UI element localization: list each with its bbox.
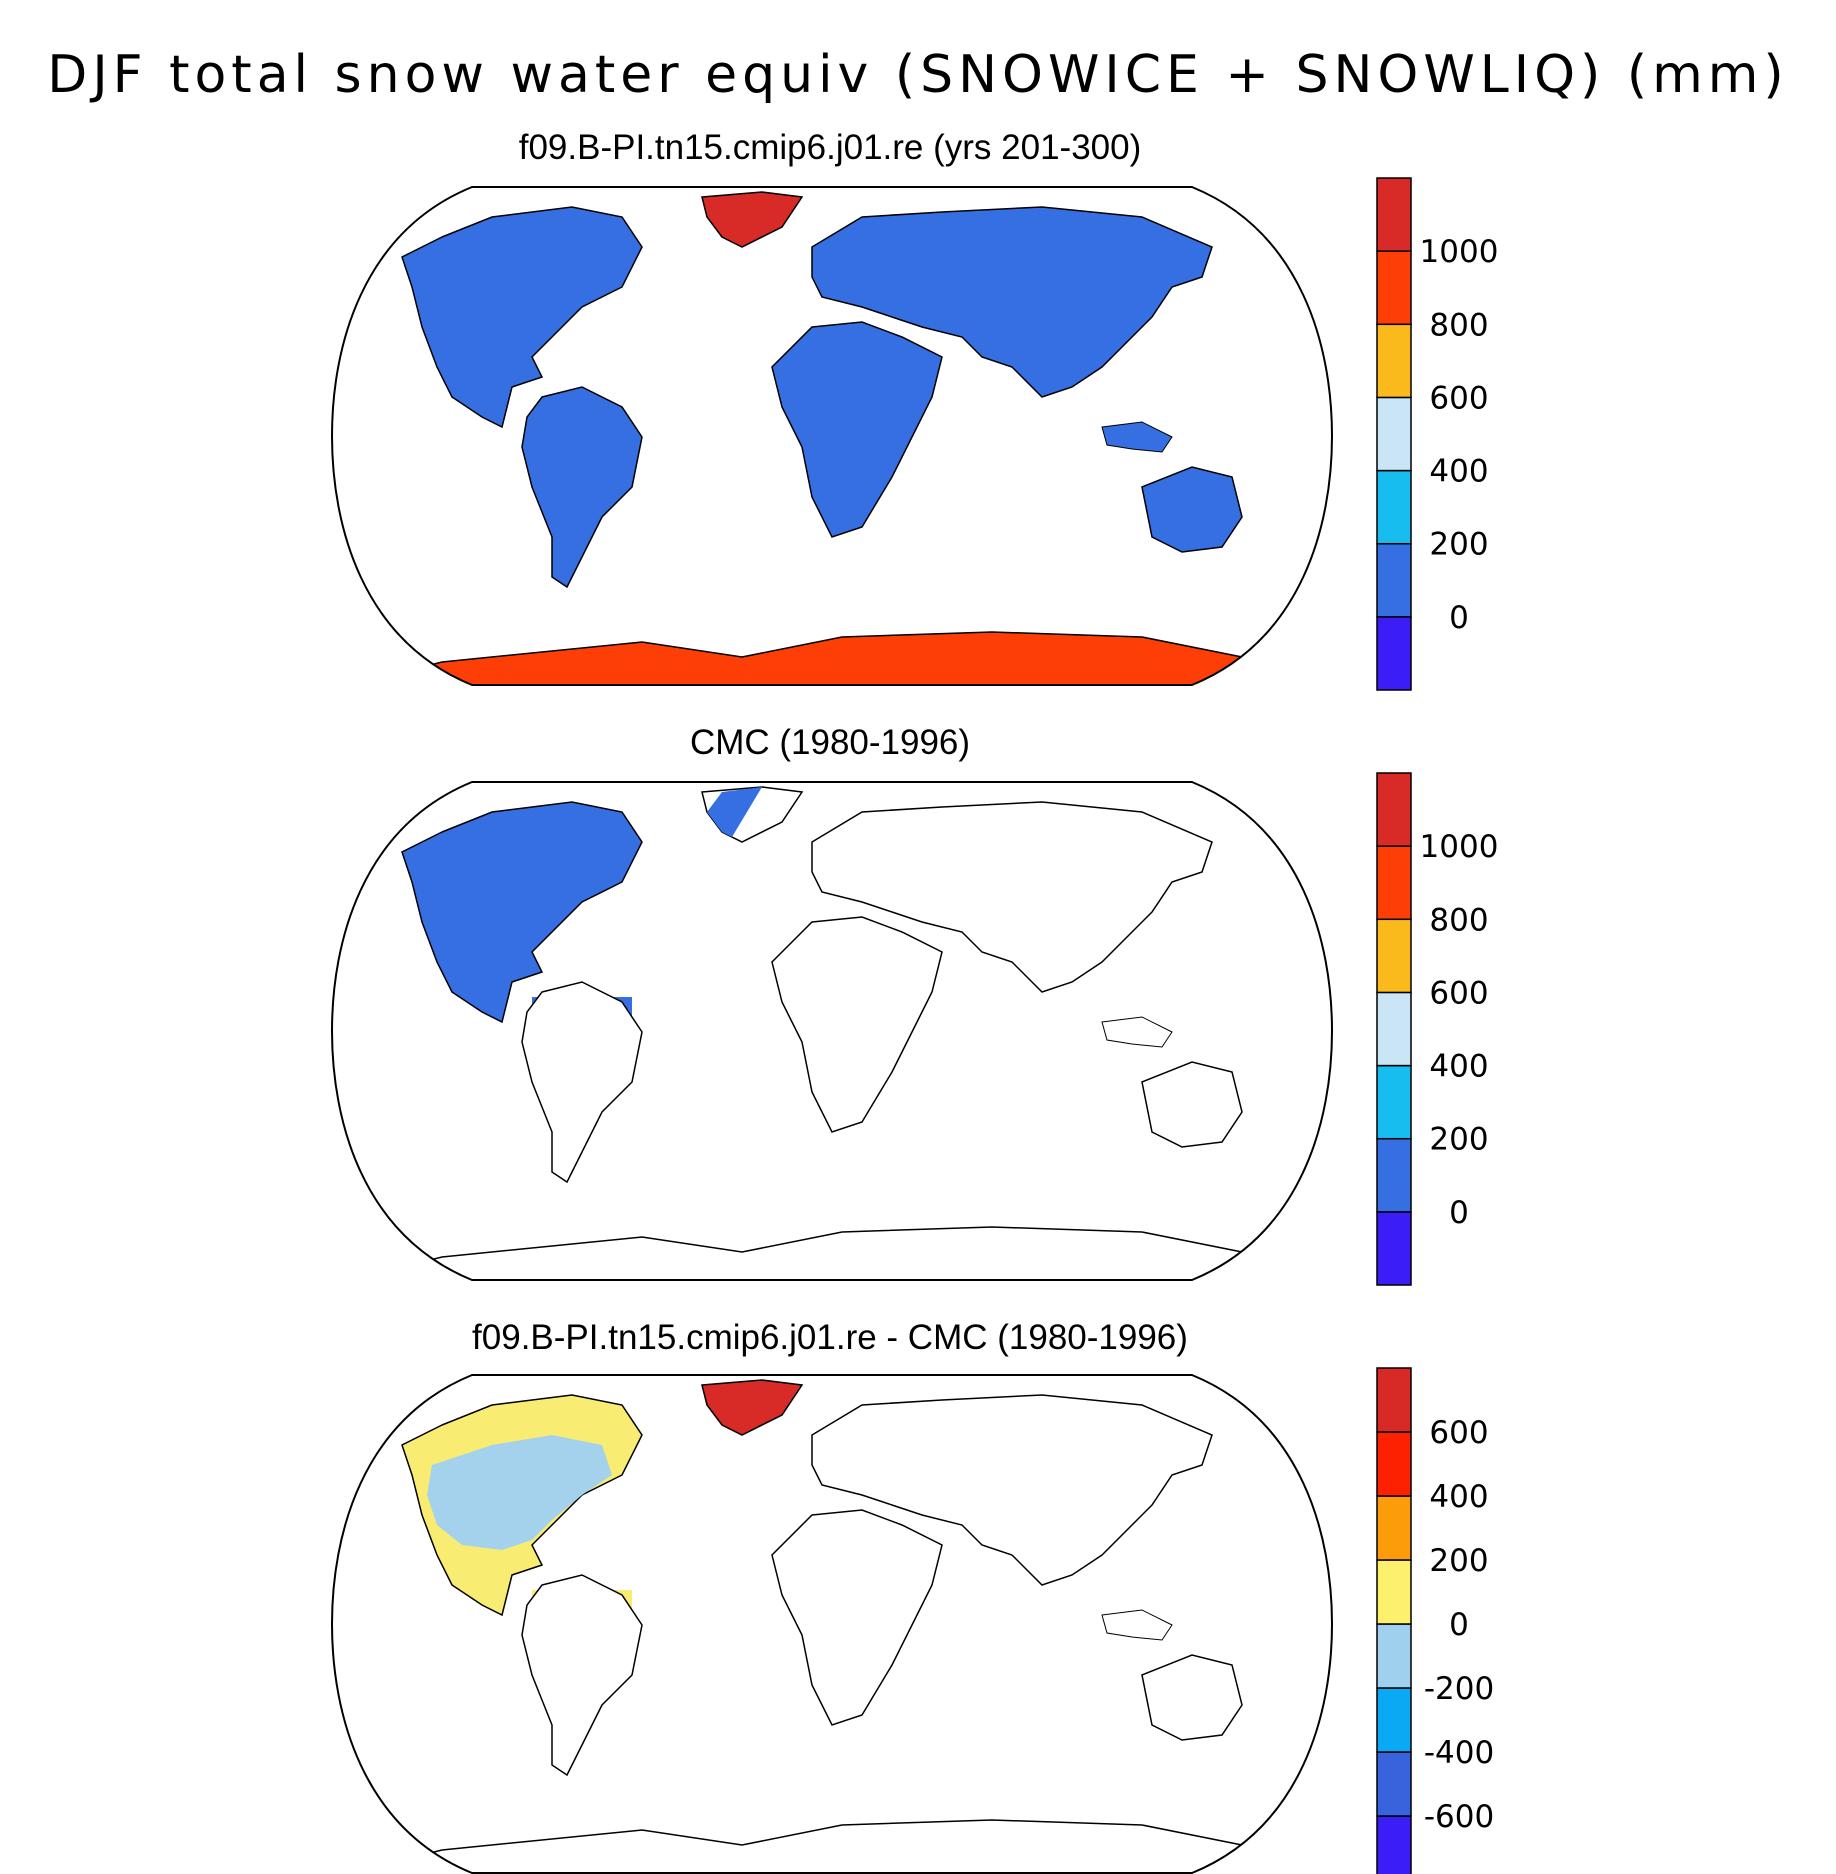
land-australia: [1141, 1061, 1243, 1148]
land-australia: [1141, 466, 1243, 553]
map-model: [330, 186, 1334, 686]
land-maritime-asia: [1101, 1016, 1173, 1048]
colorbar-box: [1376, 772, 1412, 847]
panel-title-difference: f09.B-PI.tn15.cmip6.j01.re - CMC (1980-1…: [472, 1318, 1188, 1357]
land-greenland: [701, 1379, 804, 1436]
land-antarctica: [341, 1226, 1323, 1280]
colorbar-tick-label: -400: [1424, 1735, 1494, 1771]
colorbar-box: [1376, 1623, 1412, 1689]
colorbar-tick-label: 800: [1429, 902, 1488, 938]
panel-title-observations: CMC (1980-1996): [690, 723, 970, 762]
land-antarctica: [341, 631, 1323, 685]
colorbar-tick-label: 400: [1429, 1049, 1488, 1085]
land-antarctica: [341, 1819, 1323, 1873]
greenland-coverage: [707, 787, 762, 837]
colorbar-box: [1376, 918, 1412, 994]
colorbar-tick-label: 0: [1449, 1607, 1469, 1643]
colorbar-tick-label: 0: [1449, 600, 1469, 636]
map-outline: [330, 1374, 1334, 1874]
colorbar-box: [1376, 1751, 1412, 1817]
colorbar-tick-label: 600: [1429, 1415, 1488, 1451]
land-north-america: [401, 206, 643, 429]
colorbar-model: 0 200 400 600 800 1000: [1376, 177, 1499, 691]
land-eurasia: [811, 801, 1213, 993]
land-south-america: [521, 386, 643, 589]
colorbar-box: [1376, 469, 1412, 545]
colorbar-box: [1376, 1431, 1412, 1497]
colorbar-box: [1376, 1137, 1412, 1213]
panel-model: f09.B-PI.tn15.cmip6.j01.re (yrs 201-300): [330, 128, 1499, 691]
land-australia: [1141, 1654, 1243, 1741]
land-maritime-asia: [1101, 1609, 1173, 1641]
colorbar-tick-label: 800: [1429, 307, 1488, 343]
land-africa: [771, 916, 943, 1133]
colorbar-box: [1376, 1211, 1412, 1286]
colorbar-difference: -600 -400 -200 0 200 400 600: [1376, 1367, 1494, 1874]
map-observations: [330, 781, 1334, 1281]
colorbar-box: [1376, 1815, 1412, 1874]
land-eurasia: [811, 1394, 1213, 1586]
land-south-america: [521, 981, 643, 1184]
map-outline: [330, 186, 1334, 686]
colorbar-tick-label: 600: [1429, 975, 1488, 1011]
colorbar-tick-label: 1000: [1420, 829, 1499, 865]
colorbar-box: [1376, 1064, 1412, 1140]
colorbar-tick-label: 400: [1429, 1479, 1488, 1515]
colorbar-box: [1376, 1367, 1412, 1433]
colorbar-tick-label: 0: [1449, 1195, 1469, 1231]
panel-difference: f09.B-PI.tn15.cmip6.j01.re - CMC (1980-1…: [330, 1318, 1494, 1874]
colorbar-box: [1376, 1495, 1412, 1561]
negative-anomaly-region: [427, 1435, 612, 1550]
land-greenland: [701, 191, 804, 248]
colorbar-tick-label: 600: [1429, 380, 1488, 416]
colorbar-box: [1376, 616, 1412, 691]
colorbar-box: [1376, 845, 1412, 921]
land-africa: [771, 1509, 943, 1726]
colorbar-box: [1376, 323, 1412, 399]
colorbar-tick-label: 400: [1429, 454, 1488, 490]
figure-title: DJF total snow water equiv (SNOWICE + SN…: [47, 45, 1788, 105]
land-maritime-asia: [1101, 421, 1173, 453]
colorbar-tick-label: 200: [1429, 527, 1488, 563]
colorbar-observations: 0 200 400 600 800 1000: [1376, 772, 1499, 1286]
colorbar-box: [1376, 250, 1412, 326]
colorbar-tick-label: 200: [1429, 1543, 1488, 1579]
map-outline: [330, 781, 1334, 1281]
colorbar-tick-label: -200: [1424, 1671, 1494, 1707]
colorbar-box: [1376, 396, 1412, 472]
colorbar-box: [1376, 177, 1412, 252]
colorbar-box: [1376, 991, 1412, 1067]
panel-title-model: f09.B-PI.tn15.cmip6.j01.re (yrs 201-300): [519, 128, 1142, 167]
colorbar-tick-label: 1000: [1420, 234, 1499, 270]
land-africa: [771, 321, 943, 538]
colorbar-box: [1376, 542, 1412, 618]
land-north-america: [401, 801, 643, 1024]
map-difference: [330, 1374, 1334, 1874]
colorbar-box: [1376, 1559, 1412, 1625]
land-south-america: [521, 1574, 643, 1777]
colorbar-tick-label: -600: [1424, 1799, 1494, 1835]
land-eurasia: [811, 206, 1213, 398]
colorbar-tick-label: 200: [1429, 1122, 1488, 1158]
colorbar-box: [1376, 1687, 1412, 1753]
